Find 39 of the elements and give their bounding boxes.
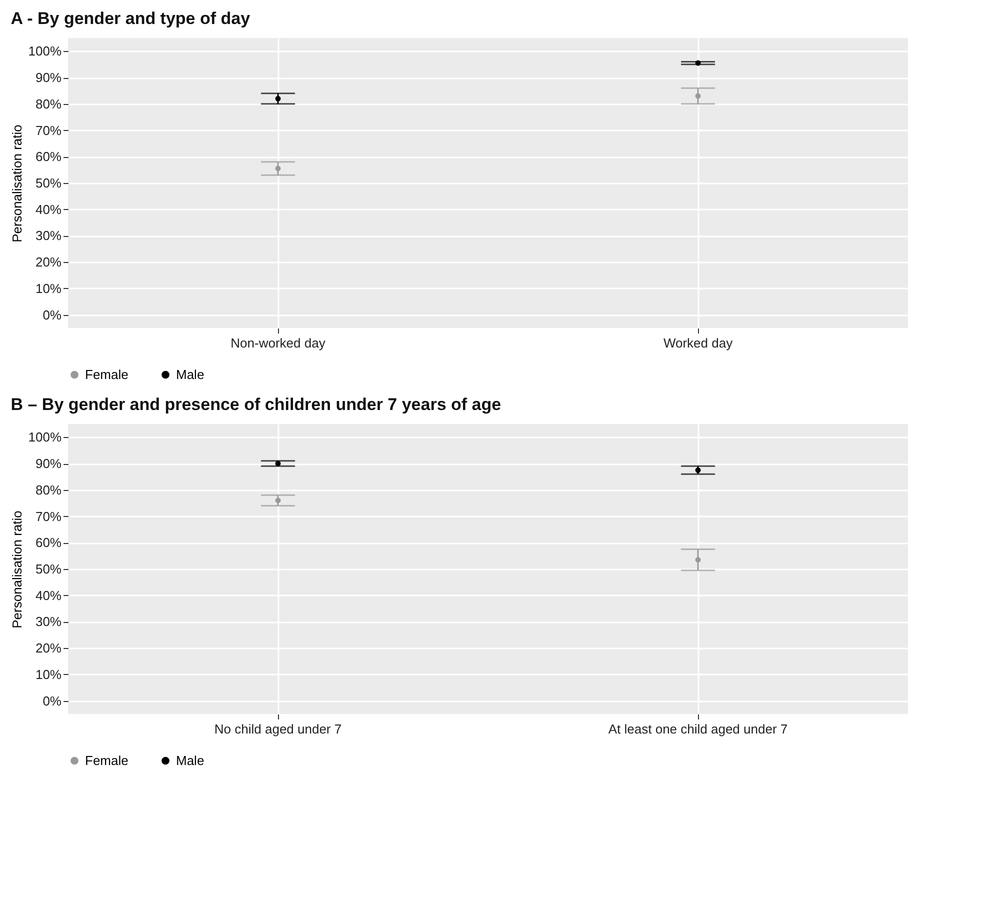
- x-tick-label: At least one child aged under 7: [608, 722, 788, 736]
- legend-label: Male: [176, 752, 204, 768]
- y-tick-label: 40%: [35, 588, 62, 603]
- y-tick-label: 80%: [35, 96, 62, 112]
- y-tick-label: 20%: [35, 254, 62, 270]
- y-tick-label: 50%: [35, 562, 62, 576]
- point: [695, 93, 701, 99]
- x-tick-label: Worked day: [663, 336, 734, 350]
- y-tick-label: 90%: [35, 70, 62, 86]
- y-tick-label: 10%: [35, 666, 62, 682]
- y-tick-label: 30%: [35, 228, 62, 244]
- point: [695, 557, 701, 563]
- y-tick-label: 60%: [35, 535, 62, 550]
- chart-title: B – By gender and presence of children under 7 years of age: [10, 395, 502, 414]
- y-tick-label: 20%: [35, 640, 62, 656]
- y-tick-label: 100%: [28, 44, 62, 59]
- legend-label: Male: [176, 366, 204, 382]
- x-tick-label: No child aged under 7: [214, 722, 342, 736]
- y-axis-title: Personalisation ratio: [9, 510, 24, 628]
- y-tick-label: 70%: [35, 122, 62, 138]
- point: [275, 96, 281, 102]
- y-tick-label: 10%: [35, 280, 62, 296]
- y-tick-label: 30%: [35, 614, 62, 630]
- y-tick-label: 0%: [42, 307, 62, 322]
- point: [275, 498, 281, 504]
- legend-label: Female: [85, 366, 128, 382]
- y-tick-label: 60%: [35, 149, 62, 164]
- x-tick-label: Non-worked day: [230, 336, 326, 350]
- y-tick-label: 40%: [35, 202, 62, 217]
- y-tick-label: 50%: [35, 176, 62, 190]
- point: [275, 166, 281, 172]
- y-axis-title: Personalisation ratio: [9, 124, 24, 242]
- chart-title: A - By gender and type of day: [10, 9, 251, 28]
- y-tick-label: 70%: [35, 508, 62, 524]
- y-tick-label: 90%: [35, 456, 62, 472]
- y-tick-label: 80%: [35, 482, 62, 498]
- y-tick-label: 0%: [42, 693, 62, 708]
- y-tick-label: 100%: [28, 430, 62, 445]
- legend-label: Female: [85, 752, 128, 768]
